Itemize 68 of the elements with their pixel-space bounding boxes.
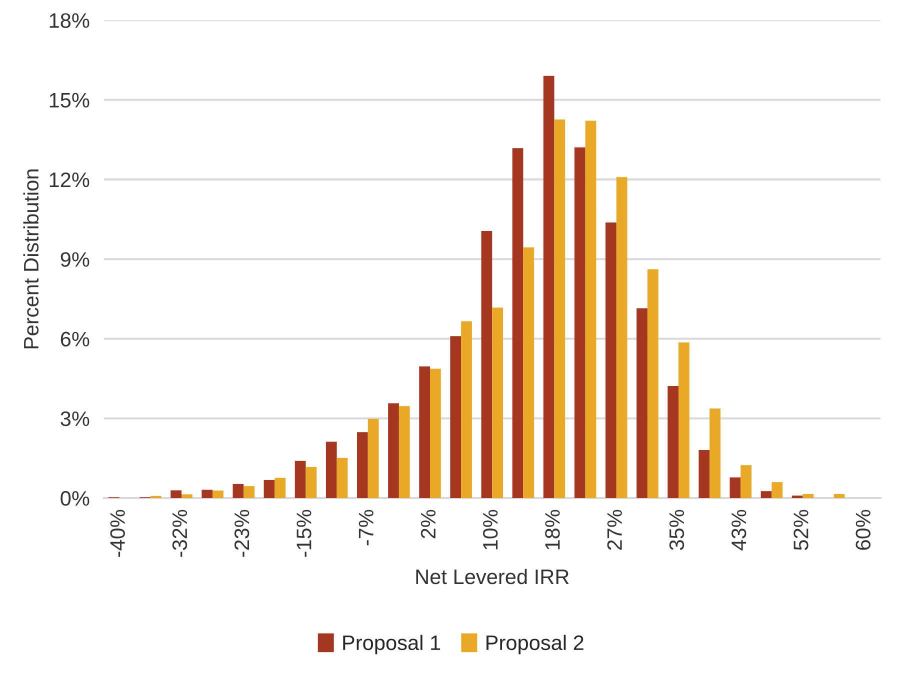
bar: [585, 120, 596, 498]
bar: [730, 477, 741, 498]
y-tick-label: 0%: [60, 491, 90, 506]
bar: [306, 466, 317, 498]
x-tick-label: -7%: [358, 510, 374, 546]
bar: [368, 418, 379, 498]
y-tick-label: 6%: [60, 332, 90, 346]
bar: [554, 119, 566, 498]
bar: [274, 478, 286, 498]
bar: [232, 484, 244, 498]
y-tick-label: 3%: [60, 411, 90, 426]
y-tick-label: 18%: [50, 13, 90, 28]
bar: [150, 496, 162, 498]
bar: [834, 494, 845, 498]
bar: [336, 458, 348, 498]
x-tick-label: 27%: [607, 510, 622, 550]
bar: [698, 450, 710, 498]
bar: [170, 490, 182, 498]
bar: [461, 321, 472, 498]
legend-label: Proposal 1: [343, 634, 440, 654]
bar: [430, 368, 441, 498]
bar: [398, 406, 410, 498]
bar: [574, 147, 586, 498]
bar: [388, 403, 399, 498]
bar: [647, 269, 658, 498]
x-tick-label: 35%: [669, 510, 684, 550]
bar: [792, 496, 803, 498]
x-tick-label: -15%: [296, 510, 312, 557]
bar: [264, 480, 275, 498]
bar: [668, 386, 679, 498]
x-axis-title: Net Levered IRR: [416, 568, 569, 584]
bar: [710, 408, 720, 498]
bar: [616, 177, 628, 498]
bar: [244, 486, 254, 498]
x-tick-label: -23%: [234, 510, 250, 557]
y-tick-label: 9%: [60, 252, 90, 267]
bar: [802, 494, 814, 498]
x-tick-label: 18%: [545, 510, 560, 550]
bar: [357, 432, 368, 498]
bar: [523, 247, 534, 498]
x-tick-label: 2%: [420, 510, 436, 538]
x-tick-label: 43%: [731, 510, 746, 550]
bar: [202, 490, 213, 498]
bar: [212, 490, 224, 498]
bar: [419, 366, 430, 498]
bar: [481, 230, 492, 498]
x-tick-label: 60%: [856, 510, 870, 550]
bar: [450, 336, 462, 498]
y-tick-label: 12%: [50, 172, 90, 188]
y-tick-label: 15%: [50, 92, 90, 108]
bar: [606, 222, 616, 498]
y-axis-title: Percent Distribution: [23, 170, 39, 348]
bar: [772, 482, 783, 498]
legend-label: Proposal 2: [486, 634, 584, 654]
x-tick-label: 10%: [482, 510, 498, 550]
x-tick-label: 52%: [794, 510, 808, 550]
x-tick-label: -32%: [172, 510, 188, 557]
bar: [492, 308, 504, 498]
bar: [294, 460, 306, 498]
bar: [740, 465, 752, 498]
bar: [543, 76, 554, 498]
bar: [512, 148, 524, 498]
bar: [678, 342, 690, 498]
bar: [760, 491, 772, 498]
bar: [326, 442, 337, 498]
bar: [182, 494, 192, 498]
x-tick-label: -40%: [110, 510, 125, 557]
bar: [636, 308, 648, 498]
